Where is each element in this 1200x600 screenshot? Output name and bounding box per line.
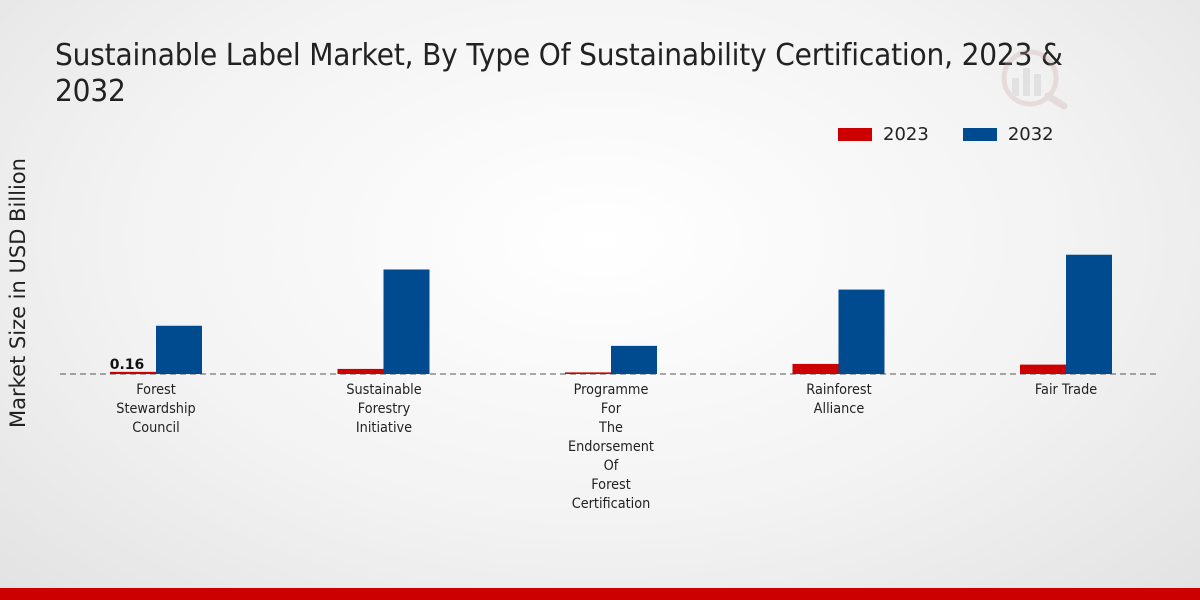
bar-2023-2 (565, 372, 611, 374)
logo-watermark-icon (1001, 49, 1068, 110)
legend-item-2023: 2023 (838, 124, 929, 145)
legend-label-2032: 2032 (1007, 123, 1054, 145)
bar-2023-1 (337, 368, 384, 374)
legend: 2023 2032 (838, 122, 1088, 146)
legend-swatch-2032 (962, 127, 997, 141)
x-tick-label-3: Rainforest Alliance (805, 382, 872, 417)
chart-title: Sustainable Label Market, By Type Of Sus… (55, 38, 1063, 109)
x-tick-label-4: Fair Trade (1034, 382, 1098, 398)
bar-2032-1 (383, 269, 430, 374)
legend-swatch-2023 (838, 127, 872, 141)
bar-2023-3 (792, 363, 839, 374)
bar-2032-4 (1066, 254, 1112, 374)
bar-2023-0 (110, 371, 156, 374)
bar-2023-4 (1020, 364, 1066, 374)
bar-2032-2 (611, 345, 657, 374)
legend-label-2023: 2023 (883, 123, 929, 145)
footer-band (0, 588, 1200, 600)
x-tick-label-1: Sustainable Forestry Initiative (345, 382, 422, 436)
legend-item-2032: 2032 (962, 123, 1054, 145)
x-tick-label-2: Programme For The Endorsement Of Forest … (568, 382, 654, 512)
x-tick-label-0: Forest Stewardship Council (116, 382, 196, 436)
bar-2032-3 (838, 289, 885, 374)
data-label-0: 0.16 (110, 357, 145, 373)
bar-2032-0 (156, 325, 202, 374)
